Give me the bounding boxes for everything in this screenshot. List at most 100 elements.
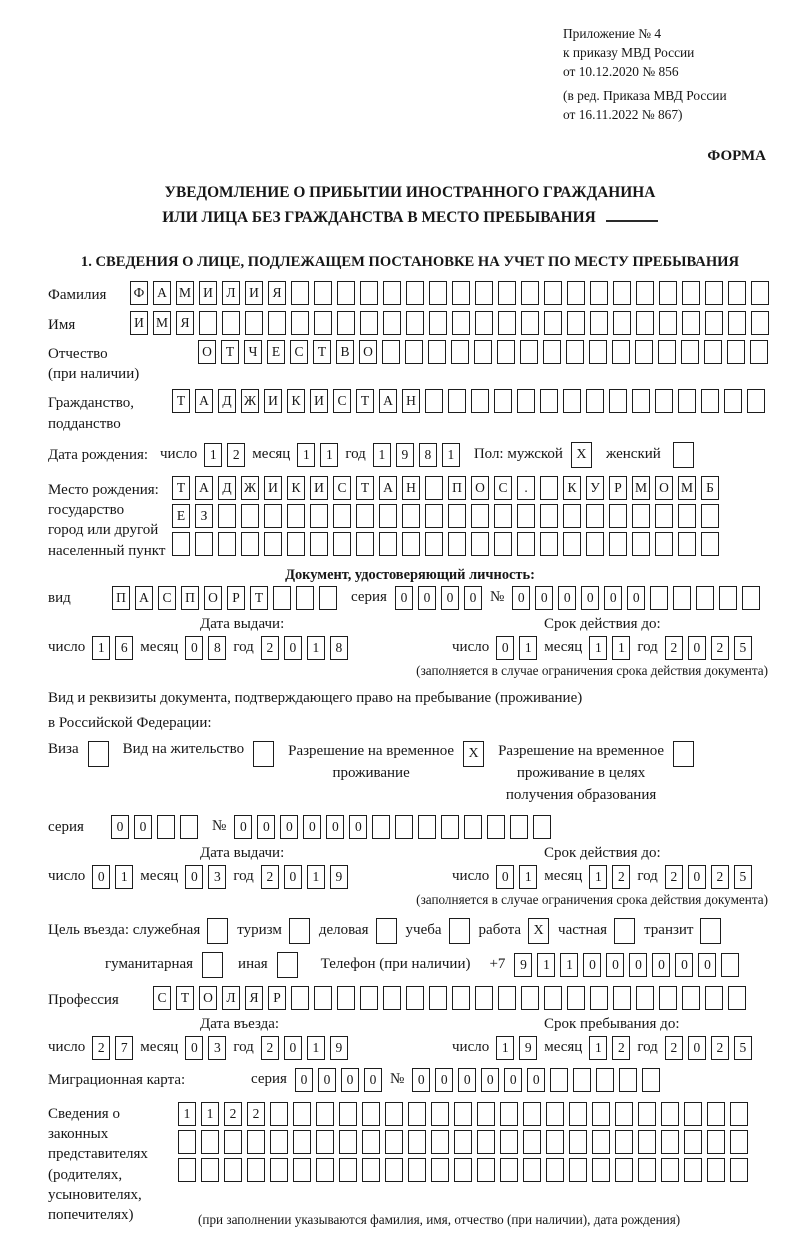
char-cell[interactable]: М: [153, 310, 171, 335]
char-cell[interactable]: [270, 1129, 288, 1154]
char-cell[interactable]: [314, 310, 332, 335]
char-cell[interactable]: А: [135, 585, 153, 610]
char-cell[interactable]: [201, 1129, 219, 1154]
char-cell[interactable]: [750, 339, 768, 364]
char-cell[interactable]: [157, 814, 175, 839]
char-cell[interactable]: 0: [675, 952, 694, 977]
char-cell[interactable]: [517, 531, 535, 556]
char-cell[interactable]: 0: [283, 635, 302, 660]
char-cell[interactable]: [310, 503, 328, 528]
char-cell[interactable]: [360, 985, 378, 1010]
char-cell[interactable]: [642, 1067, 661, 1092]
char-cell[interactable]: М: [176, 281, 194, 306]
char-cell[interactable]: [431, 1129, 449, 1154]
char-cell[interactable]: [477, 1129, 495, 1154]
char-cell[interactable]: С: [290, 339, 308, 364]
char-cell[interactable]: И: [130, 310, 148, 335]
char-cell[interactable]: [544, 281, 562, 306]
char-cell[interactable]: [402, 531, 420, 556]
char-cell[interactable]: Л: [222, 985, 240, 1010]
char-cell[interactable]: 5: [733, 864, 752, 889]
char-cell[interactable]: 1: [92, 635, 111, 660]
char-cell[interactable]: [567, 310, 585, 335]
char-cell[interactable]: [475, 281, 493, 306]
char-cell[interactable]: 1: [115, 864, 134, 889]
char-cell[interactable]: [319, 585, 337, 610]
char-cell[interactable]: 2: [260, 635, 279, 660]
char-cell[interactable]: [218, 531, 236, 556]
char-cell[interactable]: Е: [267, 339, 285, 364]
char-cell[interactable]: [273, 585, 291, 610]
char-cell[interactable]: [291, 310, 309, 335]
char-cell[interactable]: [379, 503, 397, 528]
char-cell[interactable]: Т: [176, 985, 194, 1010]
char-cell[interactable]: И: [245, 281, 263, 306]
char-cell[interactable]: [517, 389, 535, 414]
char-cell[interactable]: [682, 310, 700, 335]
char-cell[interactable]: 5: [733, 1035, 752, 1060]
char-cell[interactable]: [724, 389, 742, 414]
char-cell[interactable]: [222, 310, 240, 335]
purpose-study-checkbox[interactable]: [448, 917, 470, 944]
char-cell[interactable]: .: [517, 475, 535, 500]
char-cell[interactable]: [337, 310, 355, 335]
char-cell[interactable]: [636, 281, 654, 306]
char-cell[interactable]: [405, 339, 423, 364]
char-cell[interactable]: [487, 814, 506, 839]
char-cell[interactable]: [494, 503, 512, 528]
char-cell[interactable]: [612, 339, 630, 364]
char-cell[interactable]: [379, 531, 397, 556]
char-cell[interactable]: [408, 1129, 426, 1154]
char-cell[interactable]: [615, 1157, 633, 1182]
sex-female-checkbox[interactable]: [672, 441, 694, 468]
char-cell[interactable]: [609, 389, 627, 414]
char-cell[interactable]: [245, 310, 263, 335]
char-cell[interactable]: [293, 1101, 311, 1126]
char-cell[interactable]: 1: [320, 442, 339, 467]
char-cell[interactable]: [523, 1157, 541, 1182]
char-cell[interactable]: [658, 339, 676, 364]
char-cell[interactable]: [638, 1101, 656, 1126]
char-cell[interactable]: [719, 585, 738, 610]
char-cell[interactable]: [500, 1101, 518, 1126]
char-cell[interactable]: [264, 531, 282, 556]
char-cell[interactable]: [178, 1129, 196, 1154]
char-cell[interactable]: 1: [306, 864, 325, 889]
char-cell[interactable]: [471, 389, 489, 414]
purpose-business-checkbox[interactable]: [375, 917, 397, 944]
char-cell[interactable]: [730, 1157, 748, 1182]
char-cell[interactable]: [701, 389, 719, 414]
char-cell[interactable]: 0: [606, 952, 625, 977]
char-cell[interactable]: 0: [687, 864, 706, 889]
char-cell[interactable]: [291, 985, 309, 1010]
char-cell[interactable]: [609, 531, 627, 556]
char-cell[interactable]: 0: [698, 952, 717, 977]
char-cell[interactable]: [569, 1101, 587, 1126]
char-cell[interactable]: 0: [317, 1067, 336, 1092]
char-cell[interactable]: [632, 503, 650, 528]
purpose-other-checkbox[interactable]: [276, 951, 298, 978]
char-cell[interactable]: [395, 814, 414, 839]
char-cell[interactable]: 2: [260, 1035, 279, 1060]
char-cell[interactable]: [613, 310, 631, 335]
char-cell[interactable]: 1: [297, 442, 316, 467]
char-cell[interactable]: [494, 531, 512, 556]
char-cell[interactable]: [337, 985, 355, 1010]
char-cell[interactable]: [316, 1157, 334, 1182]
char-cell[interactable]: [533, 814, 552, 839]
char-cell[interactable]: [471, 531, 489, 556]
char-cell[interactable]: [540, 503, 558, 528]
char-cell[interactable]: Ж: [241, 389, 259, 414]
char-cell[interactable]: [635, 339, 653, 364]
char-cell[interactable]: 9: [514, 952, 533, 977]
char-cell[interactable]: Т: [250, 585, 268, 610]
char-cell[interactable]: П: [112, 585, 130, 610]
char-cell[interactable]: [707, 1157, 725, 1182]
char-cell[interactable]: [569, 1129, 587, 1154]
char-cell[interactable]: [586, 531, 604, 556]
char-cell[interactable]: [199, 310, 217, 335]
char-cell[interactable]: [655, 503, 673, 528]
char-cell[interactable]: Р: [268, 985, 286, 1010]
char-cell[interactable]: 1: [589, 864, 608, 889]
char-cell[interactable]: [408, 1157, 426, 1182]
